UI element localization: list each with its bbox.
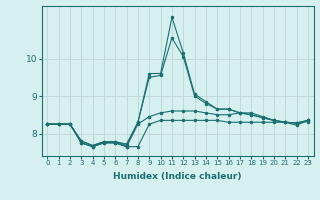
X-axis label: Humidex (Indice chaleur): Humidex (Indice chaleur) xyxy=(113,172,242,181)
